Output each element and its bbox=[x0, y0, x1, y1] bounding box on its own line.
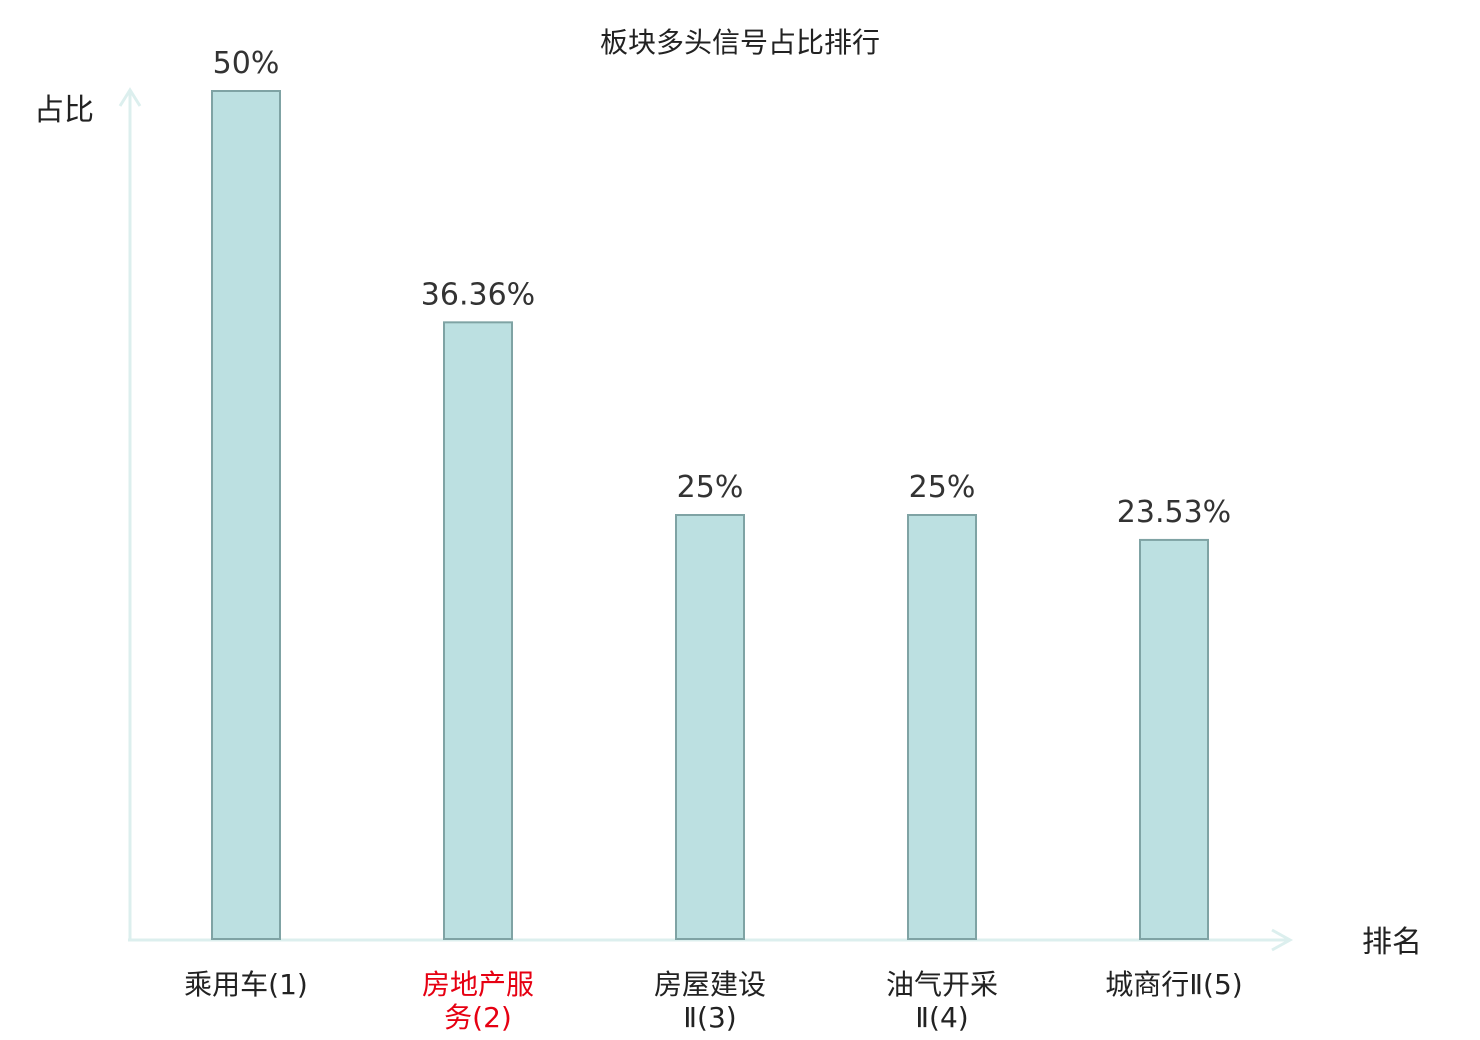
bar-5 bbox=[1139, 538, 1209, 940]
bar-3 bbox=[675, 514, 745, 940]
category-label-1: 乘用车(1) bbox=[184, 968, 308, 1001]
chart-title: 板块多头信号占比排行 bbox=[600, 26, 880, 59]
y-axis bbox=[118, 87, 142, 940]
value-label-4: 25% bbox=[909, 470, 976, 505]
x-axis-label: 排名 bbox=[1362, 925, 1422, 960]
category-label-3-line-1: 房屋建设 bbox=[654, 968, 766, 1001]
y-axis-label: 占比 bbox=[34, 93, 94, 128]
category-label-2-line-2: 务(2) bbox=[444, 1001, 512, 1034]
value-label-5: 23.53% bbox=[1117, 495, 1231, 530]
value-label-2: 36.36% bbox=[421, 277, 535, 312]
bars-group bbox=[211, 90, 1209, 940]
category-label-4-line-2: Ⅱ(4) bbox=[915, 1001, 968, 1034]
value-label-1: 50% bbox=[213, 46, 280, 81]
category-label-5: 城商行Ⅱ(5) bbox=[1105, 968, 1242, 1001]
bar-2 bbox=[443, 321, 513, 940]
category-label-3-line-2: Ⅱ(3) bbox=[683, 1001, 736, 1034]
category-label-4-line-1: 油气开采 bbox=[886, 968, 998, 1001]
value-labels-group: 50% 36.36% 25% 25% 23.53% bbox=[213, 46, 1232, 530]
category-label-2-line-1: 房地产服 bbox=[422, 968, 534, 1001]
bar-1 bbox=[211, 90, 281, 940]
value-label-3: 25% bbox=[677, 470, 744, 505]
bar-4 bbox=[907, 514, 977, 940]
